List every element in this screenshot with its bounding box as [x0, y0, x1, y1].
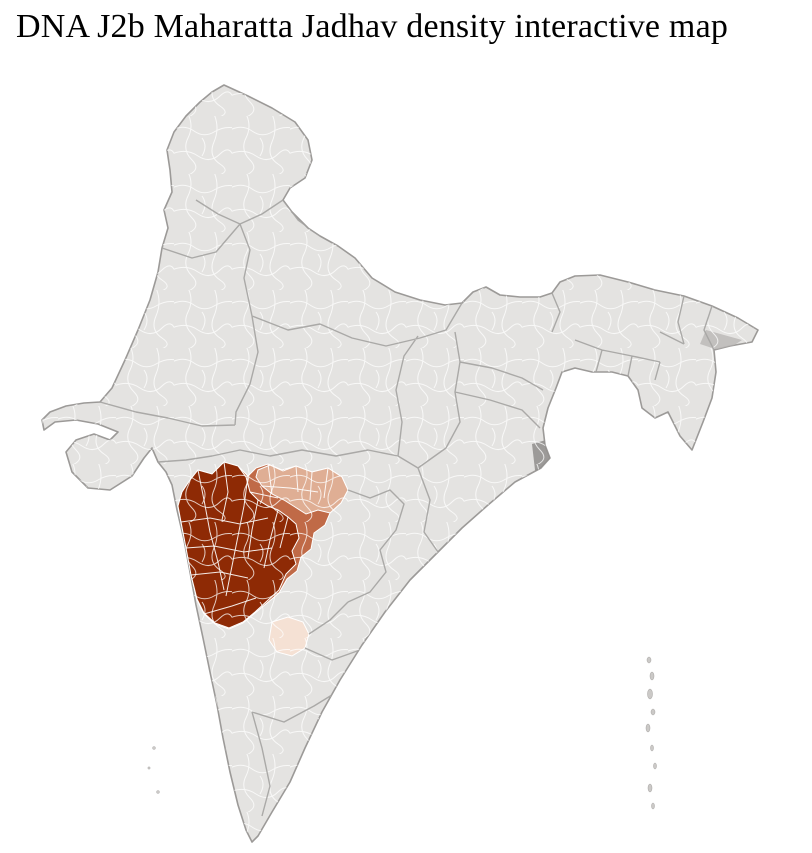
lakshadweep-islands[interactable]	[147, 746, 160, 794]
page-title: DNA J2b Maharatta Jadhav density interac…	[16, 8, 729, 45]
andaman-islands[interactable]	[645, 656, 657, 810]
